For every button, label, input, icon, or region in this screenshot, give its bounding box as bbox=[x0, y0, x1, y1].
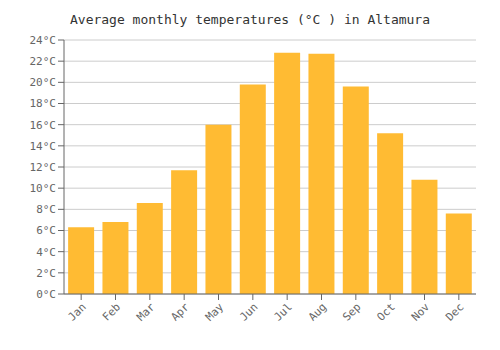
svg-text:14°C: 14°C bbox=[30, 140, 57, 153]
svg-text:12°C: 12°C bbox=[30, 161, 57, 174]
svg-text:Feb: Feb bbox=[100, 300, 123, 323]
svg-text:20°C: 20°C bbox=[30, 76, 57, 89]
svg-text:Sep: Sep bbox=[340, 300, 363, 323]
svg-text:24°C: 24°C bbox=[30, 34, 57, 47]
html-text:Average monthly temperatures (: Average monthly temperatures (°C ) in Al… bbox=[70, 12, 430, 27]
svg-text:Jan: Jan bbox=[66, 300, 89, 323]
svg-text:Mar: Mar bbox=[134, 300, 158, 324]
svg-text:Jun: Jun bbox=[237, 300, 260, 323]
svg-text:0°C: 0°C bbox=[36, 288, 56, 301]
svg-text:10°C: 10°C bbox=[30, 182, 57, 195]
svg-text:Aug: Aug bbox=[306, 300, 329, 323]
svg-text:2°C: 2°C bbox=[36, 267, 56, 280]
svg-text:4°C: 4°C bbox=[36, 246, 56, 259]
svg-text:Nov: Nov bbox=[409, 300, 433, 324]
svg-text:Oct: Oct bbox=[375, 300, 398, 323]
svg-text:May: May bbox=[203, 300, 227, 324]
svg-text:18°C: 18°C bbox=[30, 97, 57, 110]
svg-text:6°C: 6°C bbox=[36, 224, 56, 237]
svg-text:Apr: Apr bbox=[169, 300, 193, 324]
svg-text:22°C: 22°C bbox=[30, 55, 57, 68]
svg-text:8°C: 8°C bbox=[36, 203, 56, 216]
svg-text:Dec: Dec bbox=[443, 300, 466, 323]
svg-text:Jul: Jul bbox=[272, 300, 295, 323]
svg-text:16°C: 16°C bbox=[30, 119, 57, 132]
